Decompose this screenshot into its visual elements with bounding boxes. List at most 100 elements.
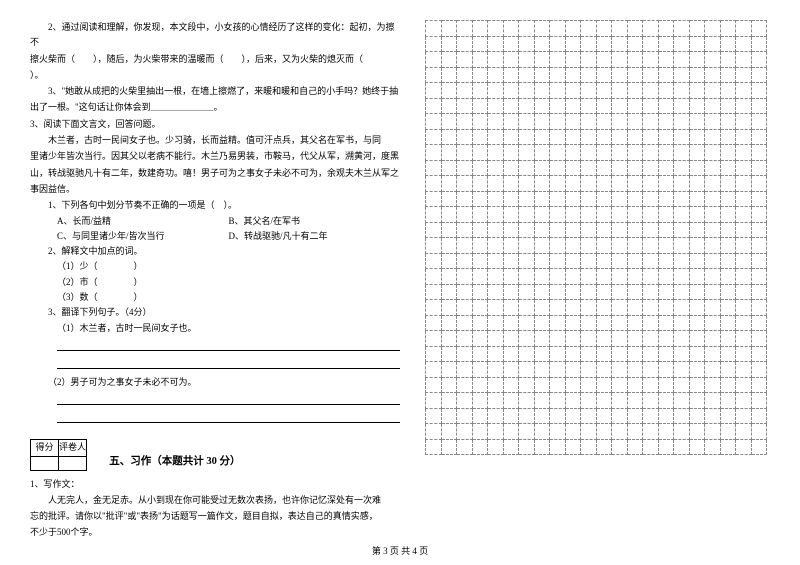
grid-cell (457, 408, 473, 424)
grid-cell (472, 393, 488, 409)
grid-cell (441, 83, 457, 99)
grid-cell (720, 36, 736, 52)
grid-cell (720, 191, 736, 207)
grid-cell (534, 36, 550, 52)
grid-cell (705, 408, 721, 424)
grid-cell (689, 253, 705, 269)
grid-cell (674, 362, 690, 378)
grid-cell (519, 222, 535, 238)
grid-cell (643, 114, 659, 130)
grid-cell (674, 346, 690, 362)
grid-cell (534, 315, 550, 331)
grid-cell (612, 191, 628, 207)
answer-line-4 (57, 411, 400, 423)
grid-cell (720, 238, 736, 254)
grid-cell (751, 253, 767, 269)
grid-cell (627, 222, 643, 238)
grid-cell (596, 207, 612, 223)
grid-cell (736, 439, 752, 455)
grid-cell (581, 21, 597, 37)
sub3-i1: （1）木兰者，古时一民间女子也。 (30, 321, 400, 336)
grid-cell (689, 238, 705, 254)
grid-cell (751, 393, 767, 409)
grid-cell (596, 176, 612, 192)
score-table: 得分 评卷人 (30, 439, 87, 470)
grid-cell (627, 191, 643, 207)
grid-cell (643, 424, 659, 440)
grid-cell (488, 52, 504, 68)
grid-cell (751, 160, 767, 176)
grid-cell (643, 129, 659, 145)
sub2-i2: （2）市（ ） (30, 275, 400, 290)
grid-cell (581, 129, 597, 145)
grid-cell (612, 362, 628, 378)
grid-cell (426, 176, 442, 192)
grid-cell (565, 346, 581, 362)
grid-cell (627, 114, 643, 130)
grid-cell (581, 114, 597, 130)
grid-cell (519, 67, 535, 83)
grid-cell (674, 238, 690, 254)
grid-cell (581, 222, 597, 238)
grid-cell (674, 424, 690, 440)
grid-cell (472, 346, 488, 362)
grid-cell (596, 284, 612, 300)
grid-cell (720, 207, 736, 223)
grid-cell (674, 284, 690, 300)
grid-cell (565, 114, 581, 130)
grid-cell (596, 346, 612, 362)
grid-cell (720, 284, 736, 300)
grid-cell (519, 253, 535, 269)
grid-cell (565, 331, 581, 347)
grid-cell (472, 408, 488, 424)
grid-cell (519, 98, 535, 114)
grid-cell (503, 408, 519, 424)
grid-cell (736, 176, 752, 192)
grid-cell (705, 331, 721, 347)
grid-cell (705, 176, 721, 192)
grid-cell (751, 424, 767, 440)
grid-cell (472, 238, 488, 254)
grid-cell (519, 238, 535, 254)
grid-cell (488, 129, 504, 145)
grid-cell (612, 83, 628, 99)
grid-cell (457, 36, 473, 52)
grid-cell (550, 253, 566, 269)
grid-cell (705, 114, 721, 130)
grid-cell (720, 21, 736, 37)
grid-cell (720, 52, 736, 68)
grid-cell (751, 269, 767, 285)
grid-cell (581, 67, 597, 83)
grid-cell (689, 346, 705, 362)
grid-cell (503, 238, 519, 254)
grid-cell (519, 145, 535, 161)
grid-cell (612, 424, 628, 440)
grid-cell (689, 129, 705, 145)
opt-b: B、其父名/在军书 (229, 214, 401, 229)
grid-cell (550, 346, 566, 362)
grid-cell (565, 408, 581, 424)
grid-cell (596, 145, 612, 161)
grid-cell (488, 315, 504, 331)
grid-cell (627, 269, 643, 285)
grid-cell (457, 253, 473, 269)
grid-cell (674, 21, 690, 37)
grid-cell (736, 98, 752, 114)
grid-cell (612, 377, 628, 393)
grid-cell (689, 114, 705, 130)
grid-cell (426, 331, 442, 347)
writing-grid (425, 20, 767, 455)
grid-cell (658, 408, 674, 424)
grid-cell (643, 36, 659, 52)
grid-cell (705, 129, 721, 145)
grid-cell (751, 377, 767, 393)
grid-cell (565, 222, 581, 238)
grid-cell (457, 315, 473, 331)
grid-cell (674, 67, 690, 83)
grid-cell (643, 98, 659, 114)
grid-cell (581, 424, 597, 440)
grid-cell (457, 129, 473, 145)
grid-cell (519, 315, 535, 331)
grid-cell (441, 98, 457, 114)
grid-cell (503, 284, 519, 300)
